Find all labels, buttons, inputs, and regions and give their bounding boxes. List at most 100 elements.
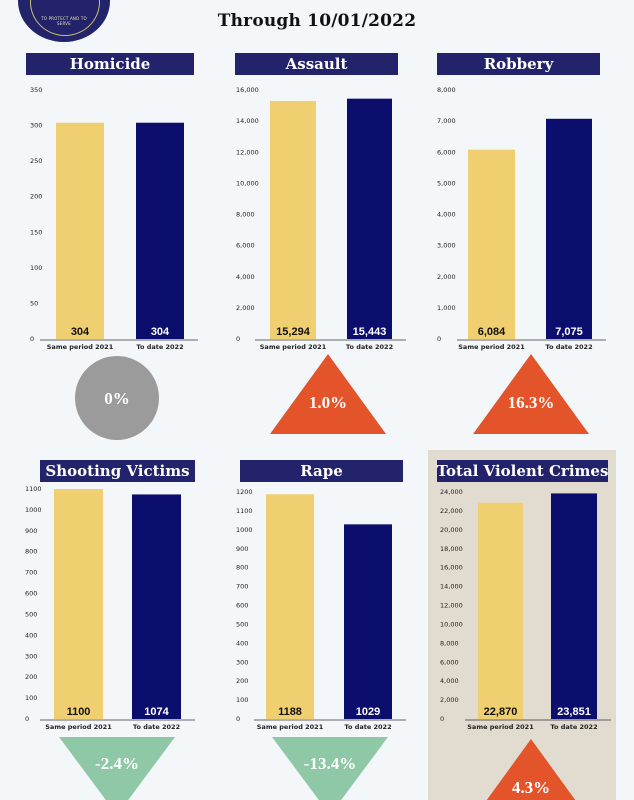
assault-value-label-2021: 15,294 [276, 326, 311, 338]
rape-ytick-label: 200 [236, 677, 248, 685]
homicide-change-label: 0% [104, 389, 130, 408]
homicide-ytick-label: 150 [30, 228, 42, 236]
assault-category-label: To date 2022 [346, 343, 393, 351]
assault-bar-2022 [347, 98, 392, 340]
shooting-category-label: Same period 2021 [45, 723, 112, 731]
robbery-ytick-label: 0 [437, 335, 441, 343]
total-value-label-2021: 22,870 [484, 706, 518, 718]
rape-ytick-label: 300 [236, 658, 248, 666]
homicide-ytick-label: 50 [30, 299, 38, 307]
assault-title: Assault [285, 55, 348, 73]
shooting-value-label-2021: 1100 [67, 706, 91, 718]
rape-change-label: -13.4% [304, 754, 356, 773]
assault-ytick-label: 4,000 [236, 273, 255, 281]
shooting-ytick-label: 300 [25, 652, 37, 660]
rape-change-badge [272, 737, 388, 800]
assault-ytick-label: 8,000 [236, 211, 255, 219]
homicide-change-badge [75, 356, 159, 440]
rape-ytick-label: 0 [236, 715, 240, 723]
homicide-value-label-2022: 304 [151, 326, 170, 338]
homicide-bar-2021 [56, 122, 104, 340]
page-subtitle: Through 10/01/2022 [217, 11, 417, 31]
robbery-value-label-2022: 7,075 [555, 326, 583, 338]
robbery-ytick-label: 8,000 [437, 86, 456, 94]
rape-ytick-label: 800 [236, 564, 248, 572]
robbery-ytick-label: 5,000 [437, 179, 456, 187]
total-category-label: To date 2022 [550, 723, 597, 731]
total-ytick-label: 18,000 [440, 545, 463, 553]
shooting-ytick-label: 500 [25, 610, 37, 618]
rape-ytick-label: 500 [236, 620, 248, 628]
assault-ytick-label: 10,000 [236, 179, 259, 187]
assault-change-label: 1.0% [309, 393, 347, 412]
rape-ytick-label: 400 [236, 639, 248, 647]
assault-ytick-label: 2,000 [236, 304, 255, 312]
robbery-bar-2022 [546, 118, 592, 340]
shooting-title-bar [40, 460, 195, 482]
rape-ytick-label: 1200 [236, 488, 253, 496]
homicide-title-bar [26, 53, 194, 75]
robbery-ytick-label: 2,000 [437, 273, 456, 281]
homicide-ytick-label: 350 [30, 86, 42, 94]
robbery-change-badge [473, 354, 589, 434]
total-ytick-label: 4,000 [440, 677, 459, 685]
rape-ytick-label: 900 [236, 545, 248, 553]
rape-ytick-label: 100 [236, 696, 248, 704]
assault-ytick-label: 16,000 [236, 86, 259, 94]
rape-category-label: To date 2022 [344, 723, 391, 731]
homicide-title: Homicide [70, 55, 151, 73]
rape-title: Rape [300, 462, 343, 480]
assault-category-label: Same period 2021 [260, 343, 327, 351]
total-title-bar [437, 460, 608, 482]
total-ytick-label: 22,000 [440, 507, 463, 515]
shooting-change-badge [59, 737, 175, 800]
rape-ytick-label: 700 [236, 583, 248, 591]
total-ytick-label: 2,000 [440, 696, 459, 704]
page-header: TO PROTECT AND TO SERVE Through 10/01/20… [0, 0, 634, 42]
shooting-ytick-label: 900 [25, 527, 37, 535]
shooting-ytick-label: 400 [25, 631, 37, 639]
rape-bar-2021 [266, 494, 314, 719]
total-ytick-label: 24,000 [440, 488, 463, 496]
shooting-ytick-label: 200 [25, 673, 37, 681]
homicide-value-label-2021: 304 [71, 326, 90, 338]
total-bar-2022 [551, 493, 597, 719]
homicide-ytick-label: 250 [30, 157, 42, 165]
assault-value-label-2022: 15,443 [353, 326, 387, 338]
total-ytick-label: 12,000 [440, 602, 463, 610]
total-category-label: Same period 2021 [467, 723, 534, 731]
robbery-ytick-label: 7,000 [437, 117, 456, 125]
shooting-ytick-label: 1000 [25, 506, 42, 514]
assault-ytick-label: 12,000 [236, 148, 259, 156]
shooting-title: Shooting Victims [45, 462, 189, 480]
homicide-ytick-label: 300 [30, 122, 42, 130]
robbery-ytick-label: 6,000 [437, 148, 456, 156]
shooting-ytick-label: 1100 [25, 485, 42, 493]
assault-ytick-label: 6,000 [236, 242, 255, 250]
assault-ytick-label: 14,000 [236, 117, 259, 125]
total-ytick-label: 10,000 [440, 620, 463, 628]
homicide-ytick-label: 0 [30, 335, 34, 343]
rape-ytick-label: 1100 [236, 507, 253, 515]
robbery-category-label: Same period 2021 [458, 343, 525, 351]
total-ytick-label: 16,000 [440, 564, 463, 572]
total-change-badge [486, 739, 576, 800]
seal-motto: TO PROTECT AND TO SERVE [41, 16, 87, 26]
robbery-change-label: 16.3% [508, 393, 555, 412]
robbery-title-bar [437, 53, 600, 75]
shooting-value-label-2022: 1074 [144, 706, 169, 718]
shooting-ytick-label: 600 [25, 590, 37, 598]
robbery-bar-2021 [468, 149, 515, 339]
rape-title-bar [240, 460, 403, 482]
shooting-bar-2022 [132, 494, 181, 719]
shooting-ytick-label: 700 [25, 569, 37, 577]
shooting-change-label: -2.4% [95, 754, 139, 773]
assault-title-bar [235, 53, 398, 75]
shooting-ytick-label: 800 [25, 548, 37, 556]
robbery-category-label: To date 2022 [545, 343, 592, 351]
shooting-category-label: To date 2022 [133, 723, 180, 731]
shooting-ytick-label: 0 [25, 715, 29, 723]
rape-bar-2022 [344, 524, 392, 719]
shooting-bar-2021 [54, 489, 103, 719]
